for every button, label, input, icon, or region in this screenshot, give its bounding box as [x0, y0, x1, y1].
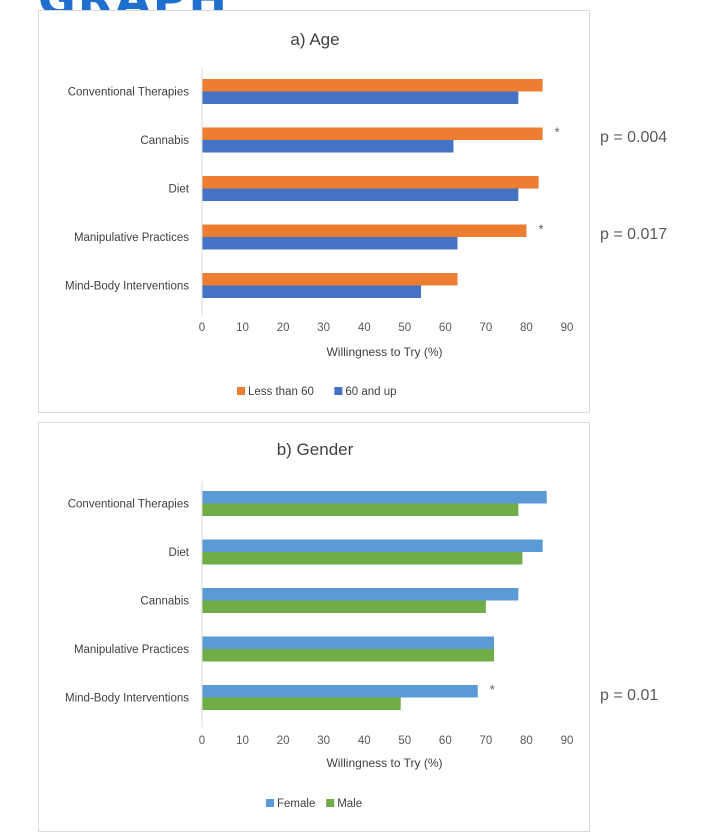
chart-title: a) Age: [290, 30, 339, 49]
bar-female-diet: [202, 539, 543, 552]
x-tick-label-70: 70: [479, 735, 492, 747]
x-tick-label-20: 20: [277, 735, 290, 747]
category-label-conventional-therapies: Conventional Therapies: [68, 499, 190, 511]
bar-less-than-60-cannabis: [202, 127, 543, 140]
significance-marker-mind-body-interventions: *: [490, 682, 495, 697]
legend-label-less-than-60: Less than 60: [248, 386, 314, 398]
bar-less-than-60-conventional-therapies: [202, 79, 543, 92]
p-value-cannabis: p = 0.004: [600, 129, 668, 146]
legend-label-male: Male: [337, 798, 362, 810]
bar-60-and-up-manipulative-practices: [202, 237, 458, 250]
category-label-manipulative-practices: Manipulative Practices: [74, 644, 189, 656]
category-label-mind-body-interventions: Mind-Body Interventions: [65, 281, 189, 293]
chart-gender-svg: b) Gender Conventional Therapies Diet Canna…: [65, 440, 574, 810]
legend-swatch-male: [326, 799, 335, 807]
bar-male-mind-body-interventions: [202, 697, 401, 710]
bar-female-manipulative-practices: [202, 636, 494, 649]
x-tick-label-40: 40: [358, 735, 371, 747]
category-label-manipulative-practices: Manipulative Practices: [74, 232, 189, 244]
bar-less-than-60-manipulative-practices: [202, 224, 527, 237]
bar-male-conventional-therapies: [202, 503, 519, 516]
x-tick-label-0: 0: [199, 735, 205, 747]
category-label-diet: Diet: [169, 184, 190, 196]
significance-marker-manipulative-practices: *: [538, 222, 543, 237]
chart-panel-age: a) Age Conventional Therapies Cannabis * Die…: [38, 10, 590, 413]
bar-less-than-60-mind-body-interventions: [202, 273, 458, 286]
x-tick-label-50: 50: [398, 322, 411, 334]
bar-female-conventional-therapies: [202, 491, 547, 504]
bar-less-than-60-diet: [202, 176, 539, 189]
bar-male-diet: [202, 552, 523, 565]
x-tick-label-90: 90: [561, 735, 574, 747]
x-tick-label-30: 30: [317, 322, 330, 334]
x-tick-label-10: 10: [236, 322, 249, 334]
legend-label-female: Female: [277, 798, 315, 810]
x-axis-title: Willingness to Try (%): [326, 756, 442, 770]
category-label-mind-body-interventions: Mind-Body Interventions: [65, 693, 189, 705]
bar-male-manipulative-practices: [202, 649, 494, 662]
x-tick-label-50: 50: [398, 735, 411, 747]
chart-title: b) Gender: [277, 440, 354, 459]
legend-swatch-female: [266, 799, 274, 807]
x-tick-label-80: 80: [520, 735, 533, 747]
bar-male-cannabis: [202, 600, 486, 613]
x-tick-label-80: 80: [520, 322, 533, 334]
category-label-conventional-therapies: Conventional Therapies: [68, 87, 190, 99]
category-label-cannabis: Cannabis: [140, 135, 189, 147]
x-tick-label-10: 10: [236, 735, 249, 747]
x-tick-label-60: 60: [439, 322, 452, 334]
bar-60-and-up-conventional-therapies: [202, 91, 519, 104]
bar-60-and-up-cannabis: [202, 140, 454, 153]
legend-label-60-and-up: 60 and up: [345, 386, 396, 398]
x-tick-label-60: 60: [439, 735, 452, 747]
chart-age-svg: a) Age Conventional Therapies Cannabis * Die…: [65, 30, 574, 398]
category-label-diet: Diet: [169, 547, 190, 559]
significance-marker-cannabis: *: [555, 125, 560, 140]
x-tick-label-70: 70: [479, 322, 492, 334]
bar-60-and-up-mind-body-interventions: [202, 285, 421, 298]
category-label-cannabis: Cannabis: [140, 596, 189, 608]
x-tick-label-20: 20: [277, 322, 290, 334]
legend-swatch-less-than-60: [237, 387, 245, 395]
legend-swatch-60-and-up: [334, 387, 343, 395]
x-tick-label-30: 30: [317, 735, 330, 747]
chart-panel-gender: b) Gender Conventional Therapies Diet Canna…: [38, 422, 590, 832]
p-value-mind-body: p = 0.01: [600, 686, 659, 704]
bar-female-mind-body-interventions: [202, 685, 478, 698]
bar-60-and-up-diet: [202, 188, 519, 201]
x-axis-title: Willingness to Try (%): [326, 345, 442, 359]
x-tick-label-90: 90: [561, 322, 574, 334]
x-tick-label-0: 0: [199, 322, 205, 334]
x-tick-label-40: 40: [358, 322, 371, 334]
p-value-manipulative-practices: p = 0.017: [600, 226, 668, 243]
bar-female-cannabis: [202, 588, 519, 601]
